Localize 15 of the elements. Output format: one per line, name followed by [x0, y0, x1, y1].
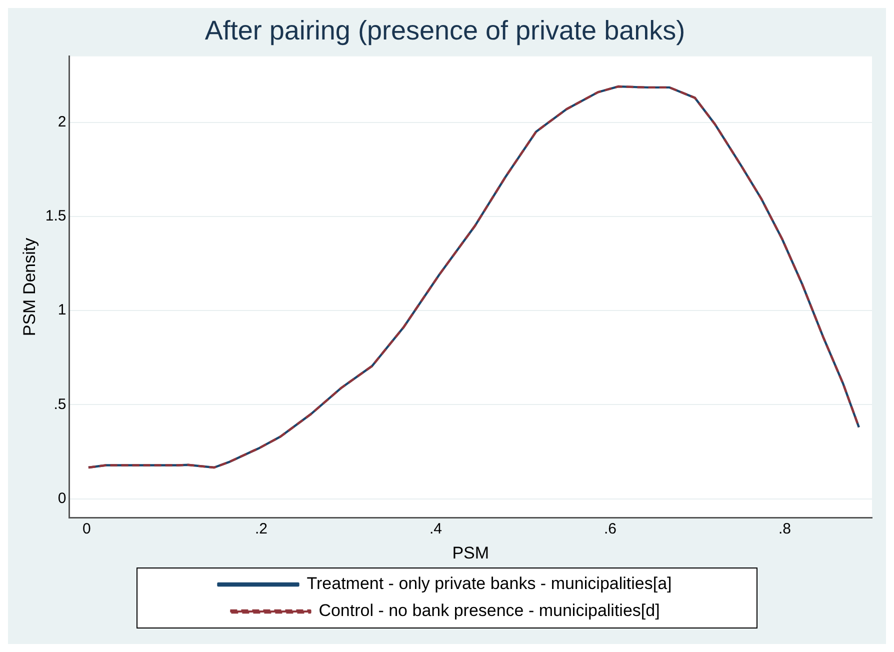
- x-tick-label: .2: [254, 520, 268, 538]
- y-tick-label: 2: [58, 113, 66, 130]
- x-tick-label: .4: [429, 520, 442, 538]
- chart-title: After pairing (presence of private banks): [204, 16, 686, 46]
- y-axis-title: PSM Density: [20, 237, 39, 336]
- y-tick-label: .5: [54, 396, 66, 413]
- x-tick-label: .8: [778, 520, 792, 538]
- x-tick-label: 0: [82, 520, 91, 538]
- x-tick-label: .6: [604, 520, 616, 538]
- y-tick-label: 1: [58, 302, 66, 319]
- y-tick-label: 0: [58, 490, 66, 507]
- legend-label: Control - no bank presence - municipalities[d]: [318, 601, 660, 620]
- legend-label: Treatment - only private banks - municipalities[a]: [306, 574, 672, 594]
- x-axis-title: PSM: [452, 543, 490, 562]
- y-tick-label: 1.5: [45, 208, 66, 225]
